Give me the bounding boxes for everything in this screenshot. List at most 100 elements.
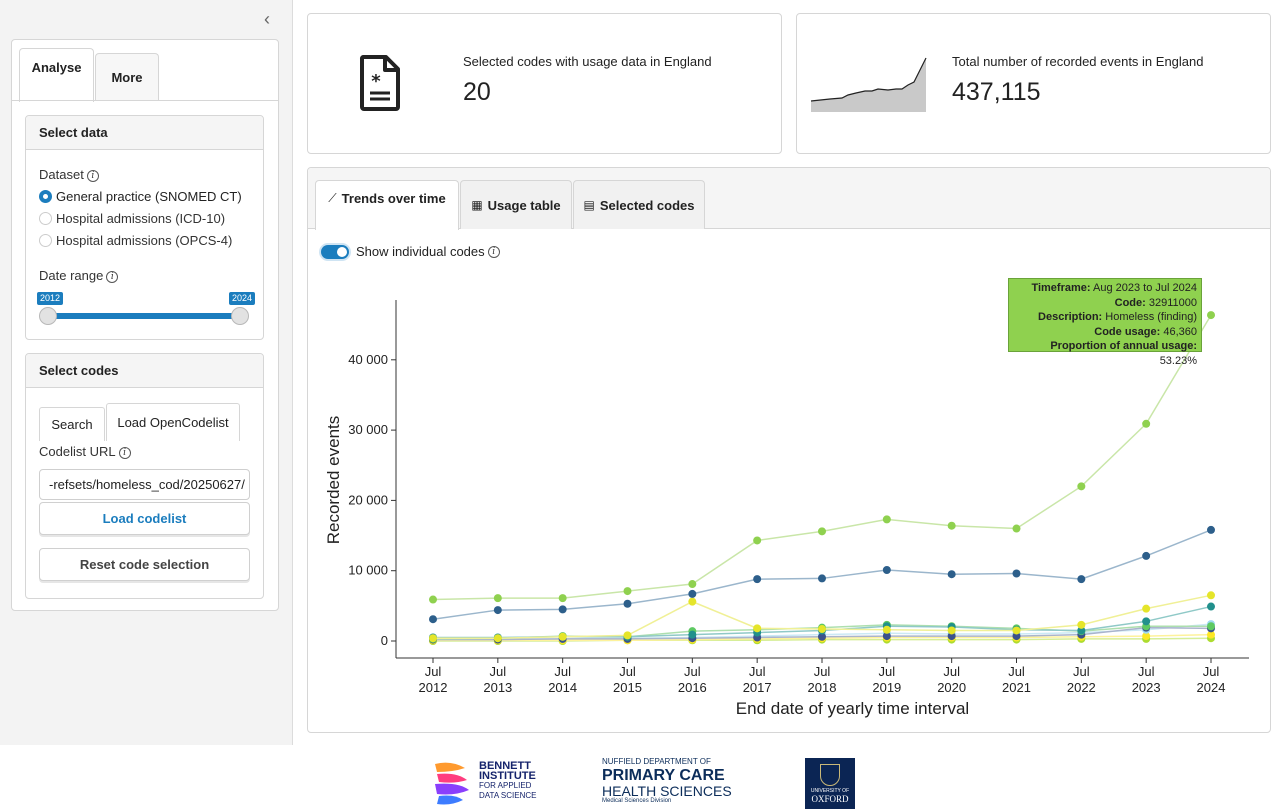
data-point: [1207, 591, 1215, 600]
data-point: [493, 634, 502, 643]
data-point: [1142, 419, 1151, 428]
load-codelist-button[interactable]: Load codelist: [39, 502, 250, 535]
x-tick-label: 2017: [743, 680, 772, 695]
dataset-label: Dataset i: [39, 167, 99, 182]
oxford-text-1: UNIVERSITY OF: [810, 788, 850, 794]
info-icon[interactable]: i: [118, 447, 131, 459]
data-point: [429, 634, 437, 643]
events-card-label: Total number of recorded events in Engla…: [952, 54, 1204, 69]
sparkline-icon: [810, 57, 927, 112]
radio-selected-icon[interactable]: [39, 190, 52, 203]
events-card-value: 437,115: [952, 78, 1041, 106]
data-point: [1142, 551, 1151, 560]
radio-hospital-opcs4[interactable]: Hospital admissions (OPCS-4): [39, 233, 232, 248]
bennett-text-4: DATA SCIENCE: [479, 791, 537, 800]
footer: BENNETT INSTITUTE FOR APPLIED DATA SCIEN…: [0, 745, 1280, 812]
bennett-text-1: BENNETT: [479, 760, 531, 772]
radio-general-practice[interactable]: General practice (SNOMED CT): [39, 189, 242, 204]
x-tick-label: 2023: [1132, 680, 1161, 695]
tooltip-timeframe-label: Timeframe:: [1031, 282, 1091, 294]
date-range-slider[interactable]: [48, 313, 240, 319]
collapse-sidebar-icon[interactable]: ‹: [264, 9, 270, 29]
line-chart-icon: ⟋: [328, 191, 337, 205]
info-icon[interactable]: i: [487, 245, 500, 258]
tooltip-description-label: Description:: [1038, 311, 1103, 323]
data-point: [753, 624, 762, 633]
data-point: [623, 587, 632, 596]
nuffield-logo: NUFFIELD DEPARTMENT OF PRIMARY CARE HEAL…: [602, 757, 732, 805]
range-end-handle[interactable]: [231, 307, 249, 325]
codelist-url-input[interactable]: -refsets/homeless_cod/20250627/: [39, 469, 250, 500]
sidebar: ‹ Analyse More Select data Dataset i Gene…: [0, 0, 293, 745]
data-point: [882, 515, 891, 524]
tab-search[interactable]: Search: [39, 407, 105, 441]
x-tick-label: Jul: [814, 664, 831, 679]
x-tick-label: Jul: [943, 664, 960, 679]
tab-analyse[interactable]: Analyse: [19, 48, 94, 102]
x-tick-label: Jul: [1008, 664, 1025, 679]
codes-card-label: Selected codes with usage data in Englan…: [463, 54, 712, 69]
data-point: [429, 615, 437, 624]
tab-trends-over-time[interactable]: ⟋ Trends over time: [315, 180, 459, 230]
sidebar-card: Analyse More Select data Dataset i Genera…: [11, 39, 279, 611]
trends-card: ⟋ Trends over time ▦ Usage table ▤ Selected…: [307, 167, 1271, 733]
tab-usage-table[interactable]: ▦ Usage table: [460, 180, 572, 229]
data-point: [1077, 482, 1086, 491]
data-point: [688, 580, 697, 589]
y-tick-label: 40 000: [348, 352, 388, 367]
x-tick-label: 2024: [1197, 680, 1226, 695]
tabs-divider: [12, 100, 278, 101]
range-start-handle[interactable]: [39, 307, 57, 325]
list-document-icon: ▤: [583, 198, 595, 212]
x-tick-label: 2015: [613, 680, 642, 695]
radio-unselected-icon[interactable]: [39, 212, 52, 225]
select-data-panel: Select data Dataset i General practice (S…: [25, 115, 264, 340]
x-tick-label: Jul: [1138, 664, 1155, 679]
nuffield-text-1: NUFFIELD DEPARTMENT OF: [602, 757, 711, 766]
tab-selected-codes[interactable]: ▤ Selected codes: [573, 180, 705, 229]
nuffield-text-4: Medical Sciences Division: [602, 798, 672, 804]
show-individual-codes-toggle[interactable]: Show individual codes i: [321, 244, 500, 259]
radio-unselected-icon[interactable]: [39, 234, 52, 247]
data-point: [1142, 604, 1151, 613]
tooltip-code: 32911000: [1148, 296, 1197, 309]
radio-hospital-icd10[interactable]: Hospital admissions (ICD-10): [39, 211, 225, 226]
x-tick-label: Jul: [879, 664, 896, 679]
bennett-text-3: FOR APPLIED: [479, 781, 532, 790]
data-point: [1012, 626, 1021, 635]
tooltip-code-label: Code:: [1114, 296, 1146, 309]
x-tick-label: 2019: [872, 680, 901, 695]
reset-code-selection-button[interactable]: Reset code selection: [39, 548, 250, 581]
data-point: [882, 565, 891, 574]
toggle-switch[interactable]: [321, 244, 349, 259]
data-point: [688, 597, 697, 606]
data-point: [623, 631, 632, 640]
x-tick-label: Jul: [1203, 664, 1220, 679]
info-icon[interactable]: i: [86, 170, 99, 182]
data-point: [493, 594, 502, 603]
data-point: [1142, 632, 1151, 641]
data-point: [1077, 626, 1086, 635]
tooltip-proportion-label: Proportion of annual usage:: [1050, 340, 1197, 352]
data-point: [1142, 617, 1151, 626]
codes-card-value: 20: [463, 78, 491, 106]
document-icon: *: [360, 55, 400, 111]
data-point: [947, 521, 956, 530]
data-point: [688, 630, 697, 639]
tooltip-timeframe: Aug 2023 to Jul 2024: [1093, 282, 1197, 294]
selected-codes-card: * Selected codes with usage data in Engl…: [307, 13, 782, 154]
info-icon[interactable]: i: [106, 271, 119, 283]
x-tick-label: Jul: [619, 664, 636, 679]
bennett-logo-icon: [435, 762, 469, 805]
data-point: [947, 626, 956, 635]
oxford-text-2: OXFORD: [811, 794, 849, 804]
radio-label: Hospital admissions (OPCS-4): [56, 233, 233, 248]
tab-label: Selected codes: [599, 197, 695, 213]
tab-load-opencodelist[interactable]: Load OpenCodelist: [106, 403, 240, 441]
data-point: [623, 599, 632, 608]
bennett-text-2: INSTITUTE: [479, 770, 536, 782]
tab-more[interactable]: More: [95, 53, 159, 101]
tooltip-usage: 46,360: [1163, 325, 1197, 338]
svg-text:*: *: [371, 71, 381, 92]
